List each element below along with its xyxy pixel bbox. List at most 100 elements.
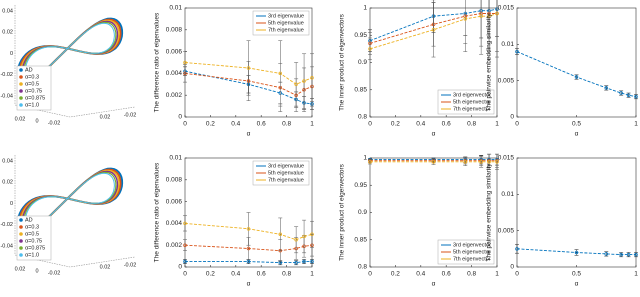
legend-marker [19,225,23,229]
y-tick-label: 0.005 [498,77,515,84]
error-bar [431,158,436,165]
y-tick-label: 0 [178,114,182,121]
x-tick-label: 0.4 [231,271,240,278]
error-bar [183,239,187,251]
point [634,94,638,99]
point [294,260,298,265]
point [487,14,491,18]
point [294,82,298,87]
x-tick-label: 0.2 [391,121,400,128]
error-bar [302,53,307,109]
series-line [369,13,498,50]
x-axis-label: α [247,281,251,288]
x-axis-label: α [575,281,579,288]
y-tick-label: 0.015 [498,5,515,12]
legend-label: α=0.5 [25,231,39,237]
x-tick-label: 0.02 [15,266,26,272]
legend-marker [19,253,23,257]
point [634,252,638,257]
x-tick-label: 1 [634,271,638,278]
y-tick-label: 1 [363,5,367,12]
y-tick-label: 0.02 [100,114,111,120]
legend-marker [19,68,23,72]
error-bar [246,212,251,246]
error-bar [368,37,372,61]
point [463,160,468,164]
x-tick-label: 0.2 [206,271,215,278]
y-tick-label: 0.004 [166,220,183,227]
x-axis-label: α [575,131,579,138]
plot-frame [184,157,313,268]
legend-label: α=0.3 [25,224,39,230]
y-tick-label: 0.006 [166,48,183,55]
point [310,76,314,80]
error-bar [495,0,499,58]
series-line [516,51,637,98]
curve [25,172,115,228]
legend-label: AD [25,67,33,73]
x-tick-label: 0 [35,268,38,274]
point [183,243,187,247]
point [294,238,298,242]
legend-marker [19,239,23,243]
point [604,252,608,256]
y-tick-label: 0.008 [166,177,183,184]
x-axis-label: α [432,281,436,288]
series-line [184,62,313,85]
y-axis-label: The pairwise embedding similarity [486,13,493,112]
legend-label: 7th eigenvalue [268,27,304,33]
point [626,93,631,97]
legend-box [16,65,52,111]
error-bar [183,215,187,232]
legend-label: α=0.5 [25,81,39,87]
plot-frame [516,7,637,118]
error-bar [302,219,307,254]
y-tick-label: 0.005 [498,227,515,234]
z-tick-label: 0.02 [2,180,13,186]
x-tick-label: 0.8 [467,121,476,128]
point [302,79,306,83]
point [515,49,519,54]
point [574,250,579,255]
legend-label: 7th eigenvector [453,256,491,262]
error-bar [574,249,579,256]
error-bar [431,2,436,58]
error-bar [515,48,519,55]
legend-label: 3rd eigenvector [453,242,491,248]
point [479,14,483,18]
point [574,75,579,79]
y-axis-label: The inner product of eigenvectors [339,163,346,261]
point [183,221,187,226]
legend-marker [19,96,23,100]
y-axis-label: The pairwise embedding similarity [486,163,493,262]
legend-marker [19,232,23,236]
legend-label: 3rd eigenvalue [268,13,304,19]
point [183,60,187,65]
x-tick-label: 0.4 [231,121,240,128]
error-bar [479,0,484,55]
x-tick-label: 0.6 [257,271,266,278]
point [487,160,491,164]
legend-label: 7th eigenvector [453,106,491,112]
x-tick-label: 0 [515,271,519,278]
error-bar [487,0,492,61]
x-tick-label: 0 [183,121,187,128]
z-tick-label: 0.04 [2,158,13,164]
point [463,17,468,21]
axis-box [14,5,136,118]
legend-marker [19,218,23,222]
axis-box [14,155,136,268]
x-tick-label: 0.4 [416,271,425,278]
x-tick-label: 0.4 [416,121,425,128]
y-tick-label: 0.9 [358,209,367,216]
point [310,232,314,237]
legend-marker [19,103,23,107]
y-tick-label: 0 [510,114,514,121]
x-tick-label: 0 [515,121,519,128]
point [278,232,283,237]
series-line [369,8,498,42]
x-tick-label: 0.2 [206,121,215,128]
point [302,234,306,239]
y-tick-label: 0.01 [169,5,182,12]
